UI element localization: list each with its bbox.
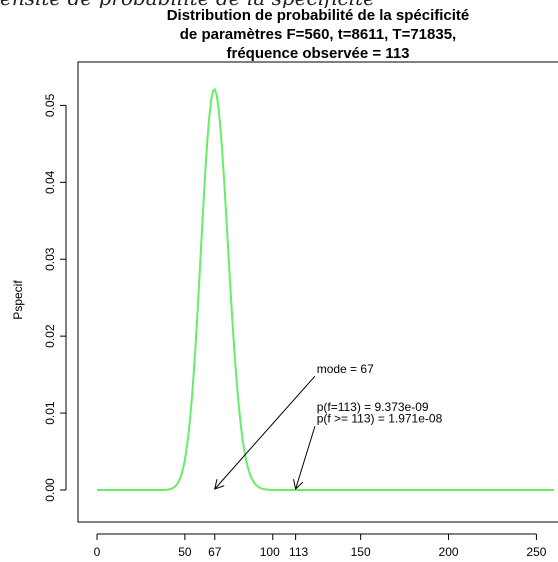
y-tick-label: 0.00 (43, 478, 57, 502)
x-tick-label: 200 (439, 545, 459, 559)
annotation-label: p(f=113) = 9.373e-09 (317, 400, 429, 414)
chart-title: Distribution de probabilité de la spécif… (167, 7, 470, 62)
x-tick-label: 100 (260, 545, 280, 559)
y-tick-label: 0.01 (43, 401, 57, 425)
annotation-label: p(f >= 113) = 1.971e-08 (317, 411, 443, 425)
x-axis: 0 50 67 100 113 150 200 250 (94, 533, 547, 559)
x-tick-label: 250 (526, 545, 546, 559)
x-tick-label: 0 (94, 545, 101, 559)
annotation-label: mode = 67 (317, 362, 374, 376)
top-caption: ensité de probabilité de la spécificité (0, 0, 558, 8)
annotations: mode = 67 p(f=113) = 9.373e-09p(f >= 113)… (215, 362, 443, 489)
y-tick-label: 0.04 (43, 170, 57, 194)
x-tick-label: 67 (208, 545, 222, 559)
y-tick-label: 0.03 (43, 247, 57, 271)
probability-curve (97, 87, 554, 491)
x-tick-label: 113 (289, 545, 308, 559)
plot-frame (77, 61, 558, 523)
y-axis: 0.00 0.01 0.02 0.03 0.04 0.05 (43, 93, 67, 502)
y-tick-label: 0.05 (43, 93, 57, 117)
annotation-arrow (215, 375, 316, 489)
title-line: fréquence observée = 113 (226, 45, 409, 62)
title-line: de paramètres F=560, t=8611, T=71835, (180, 26, 456, 43)
x-tick-label: 150 (351, 545, 371, 559)
title-line: Distribution de probabilité de la spécif… (167, 7, 470, 24)
y-axis-title: Pspecif (11, 280, 25, 320)
x-tick-label: 50 (178, 545, 192, 559)
y-tick-label: 0.02 (43, 324, 57, 348)
annotation-arrow (296, 426, 316, 489)
